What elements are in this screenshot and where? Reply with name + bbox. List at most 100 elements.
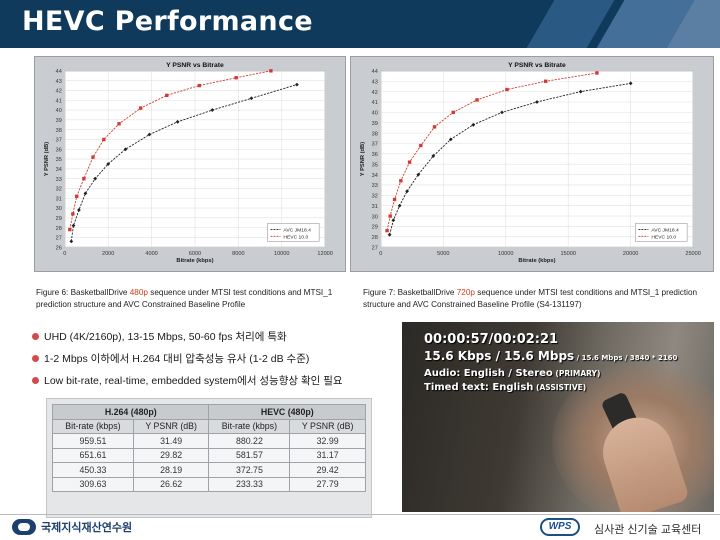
data-point <box>432 125 437 129</box>
x-axis-label: Bitrate (kbps) <box>176 258 213 264</box>
table-cell: 29.42 <box>289 462 366 478</box>
y-tick-label: 38 <box>56 128 62 134</box>
data-point <box>69 239 74 244</box>
data-point <box>139 106 143 110</box>
table-cell: 233.33 <box>208 476 291 492</box>
video-bitrate: 15.6 Kbps / 15.6 Mbps / 15.6 Mbps / 3840… <box>424 349 677 363</box>
data-point <box>471 122 476 127</box>
chart-480p: 26 27 28 29 30 31 32 33 34 35 36 37 38 39 40 41 42 43 44 0 2… <box>34 56 346 272</box>
y-tick-label: 34 <box>56 167 62 173</box>
data-point <box>210 108 215 112</box>
y-axis-label: Y PSNR (dB) <box>360 142 366 176</box>
y-tick-label: 42 <box>56 89 62 95</box>
bullet-item: Low bit-rate, real-time, embedded system… <box>30 374 430 396</box>
y-tick-label: 36 <box>372 152 378 158</box>
table-cell: 372.75 <box>208 462 291 478</box>
table-cell: 450.33 <box>52 462 134 478</box>
bullet-dot-icon <box>32 355 39 362</box>
caption-text: sequence under MTSI test conditions and … <box>363 288 698 309</box>
data-point <box>91 155 95 159</box>
data-point <box>165 93 169 98</box>
bullet-list: UHD (4K/2160p), 13-15 Mbps, 50-60 fps 처리… <box>30 330 430 396</box>
data-point <box>505 87 509 92</box>
video-audio-main: Audio: English / Stereo <box>424 368 553 379</box>
series-line <box>389 82 631 235</box>
bullet-dot-icon <box>32 333 39 340</box>
data-point <box>82 176 86 181</box>
table-cell: 32.99 <box>289 433 366 449</box>
y-tick-label: 27 <box>372 245 378 251</box>
table-cell: 880.22 <box>208 433 291 449</box>
table-cell: 27.79 <box>289 476 366 492</box>
data-point <box>407 160 412 164</box>
y-tick-label: 33 <box>56 177 62 183</box>
x-tick-label: 2000 <box>102 251 114 257</box>
table-cell: 309.63 <box>52 476 134 492</box>
x-tick-label: 8000 <box>232 251 244 257</box>
table-cell: 29.82 <box>132 447 210 463</box>
table-column-header: Bit-rate (kbps) <box>52 418 134 434</box>
y-tick-label: 31 <box>372 204 378 210</box>
bullet-text: 1-2 Mbps 이하에서 H.264 대비 압축성능 유사 (1-2 dB 수… <box>44 353 310 365</box>
y-tick-label: 27 <box>56 236 62 242</box>
institute-logo-text: 국제지식재산연수원 <box>41 522 133 534</box>
y-tick-label: 30 <box>372 214 378 220</box>
y-tick-label: 32 <box>56 187 62 193</box>
header-bar: HEVC Performance <box>0 0 720 48</box>
caption-resolution: 720p <box>456 288 475 297</box>
video-subtitle-info: Timed text: English (ASSISTIVE) <box>424 382 586 393</box>
plot-area <box>380 70 694 248</box>
y-tick-label: 39 <box>56 118 62 124</box>
x-tick-label: 20000 <box>623 251 638 257</box>
legend-label: HEVC 10.0 <box>651 234 676 240</box>
data-point <box>475 98 479 102</box>
x-tick-label: 6000 <box>189 251 201 257</box>
y-tick-label: 41 <box>56 98 62 104</box>
data-point <box>387 232 392 237</box>
y-tick-label: 40 <box>56 108 62 114</box>
table-group-header: HEVC (480p) <box>208 404 366 420</box>
y-tick-label: 44 <box>56 69 62 75</box>
y-tick-label: 32 <box>372 194 378 200</box>
data-point <box>397 203 402 208</box>
table-row: 959.51 31.49 880.22 32.99 <box>52 433 366 449</box>
table-row: 450.33 28.19 372.75 29.42 <box>52 462 366 478</box>
table-row: 309.63 26.62 233.33 27.79 <box>52 476 366 492</box>
y-tick-label: 28 <box>372 235 378 241</box>
table-column-header: Y PSNR (dB) <box>132 418 210 434</box>
table-cell: 28.19 <box>132 462 210 478</box>
figure-caption-720p: Figure 7: BasketballDrive 720p sequence … <box>363 287 708 311</box>
y-tick-label: 29 <box>56 216 62 222</box>
y-tick-label: 31 <box>56 196 62 202</box>
x-tick-label: 10000 <box>498 251 513 257</box>
footer-divider <box>0 514 720 515</box>
y-tick-label: 30 <box>56 206 62 212</box>
table-column-header: Bit-rate (kbps) <box>208 418 291 434</box>
data-point <box>117 122 121 126</box>
institute-logo-icon <box>12 519 36 535</box>
data-point <box>431 154 436 158</box>
chart-legend <box>267 223 320 242</box>
y-tick-label: 35 <box>372 162 378 168</box>
caption-text: Figure 7: BasketballDrive <box>363 288 457 297</box>
chart-720p-svg: 27 28 29 30 31 32 33 34 35 36 37 38 39 40 41 42 43 44 0 500… <box>360 62 701 264</box>
figure-caption-480p: Figure 6: BasketballDrive 480p sequence … <box>36 287 341 311</box>
table-cell: 959.51 <box>52 433 134 449</box>
table-column-header: Y PSNR (dB) <box>289 418 366 434</box>
table-row: 651.61 29.82 581.57 31.17 <box>52 447 366 463</box>
y-tick-label: 43 <box>372 79 378 85</box>
table-cell: 581.57 <box>208 447 291 463</box>
x-tick-label: 0 <box>63 251 66 257</box>
y-tick-label: 40 <box>372 111 378 117</box>
x-tick-label: 12000 <box>317 251 332 257</box>
institute-logo: 국제지식재산연수원 <box>12 519 132 535</box>
data-point <box>385 228 389 233</box>
data-point <box>106 162 111 166</box>
y-tick-label: 38 <box>372 131 378 137</box>
caption-resolution: 480p <box>129 288 148 297</box>
data-point <box>147 132 152 137</box>
bullet-item: UHD (4K/2160p), 13-15 Mbps, 50-60 fps 처리… <box>30 330 430 352</box>
wps-logo: WPS <box>540 518 580 536</box>
caption-text: sequence under MTSI test conditions and … <box>36 288 333 309</box>
y-tick-label: 36 <box>56 147 62 153</box>
